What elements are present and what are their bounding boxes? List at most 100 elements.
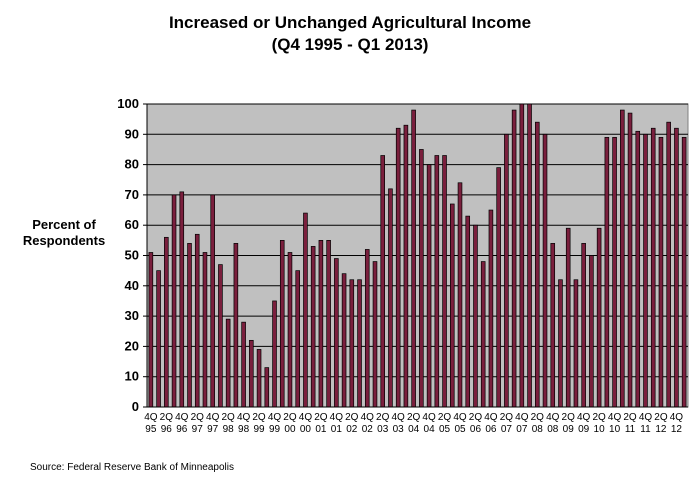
x-tick-label-year: 96	[176, 424, 188, 435]
x-tick-label-quarter: 2Q	[562, 412, 576, 423]
x-tick-label-quarter: 2Q	[469, 412, 483, 423]
bar	[643, 133, 648, 408]
bar	[403, 124, 409, 408]
x-tick-label-year: 99	[269, 424, 281, 435]
chart-title: Increased or Unchanged Agricultural Inco…	[168, 13, 532, 32]
x-tick-label-quarter: 2Q	[191, 412, 205, 423]
x-tick-label-quarter: 2Q	[252, 412, 266, 423]
x-tick-label-year: 00	[300, 424, 312, 435]
bar	[419, 149, 424, 408]
x-tick-label-year: 08	[532, 424, 544, 435]
x-tick-label-quarter: 2Q	[376, 412, 390, 423]
y-tick-label: 30	[125, 308, 139, 323]
x-tick-label-quarter: 4Q	[484, 412, 498, 423]
x-tick-label-year: 98	[238, 424, 250, 435]
x-tick-label-year: 06	[470, 424, 482, 435]
bar	[558, 279, 563, 408]
bar	[674, 127, 679, 408]
bar	[310, 246, 316, 408]
bar	[249, 339, 254, 408]
bar	[542, 133, 548, 408]
y-tick-label: 0	[132, 399, 139, 414]
bar	[318, 240, 324, 408]
x-tick-label-year: 00	[284, 424, 296, 435]
x-tick-label-quarter: 4Q	[453, 412, 467, 423]
bar	[527, 103, 532, 408]
x-tick-label-quarter: 2Q	[623, 412, 637, 423]
bar	[303, 212, 308, 408]
bar	[187, 243, 192, 408]
source-note: Source: Federal Reserve Bank of Minneapo…	[30, 462, 234, 473]
x-tick-label-quarter: 4Q	[670, 412, 684, 423]
bar	[357, 279, 362, 408]
x-tick-label-year: 07	[501, 424, 513, 435]
bar	[519, 103, 525, 408]
x-tick-label-quarter: 2Q	[283, 412, 297, 423]
bar	[256, 349, 262, 408]
x-tick-label-year: 03	[377, 424, 389, 435]
x-tick-label-quarter: 4Q	[608, 412, 622, 423]
bar	[650, 127, 656, 408]
bar	[473, 224, 478, 408]
x-tick-label-quarter: 2Q	[592, 412, 606, 423]
y-tick-label: 90	[125, 126, 139, 141]
bar	[434, 155, 440, 408]
x-tick-label-year: 04	[408, 424, 420, 435]
bar	[620, 109, 625, 408]
bar	[604, 136, 610, 408]
x-tick-label-year: 97	[207, 424, 219, 435]
y-tick-label: 80	[125, 157, 139, 172]
bar	[480, 261, 486, 408]
x-tick-label-quarter: 4Q	[361, 412, 375, 423]
x-tick-label-quarter: 4Q	[422, 412, 436, 423]
x-tick-label-year: 96	[161, 424, 173, 435]
x-tick-label-quarter: 4Q	[268, 412, 282, 423]
x-tick-label-year: 05	[454, 424, 466, 435]
y-axis-label-line-1: Percent of	[32, 217, 96, 232]
bar	[194, 233, 200, 408]
bar	[573, 279, 579, 408]
x-tick-label-year: 11	[625, 424, 636, 435]
x-tick-label-quarter: 4Q	[206, 412, 220, 423]
x-tick-label-year: 10	[609, 424, 621, 435]
x-tick-label-year: 05	[439, 424, 451, 435]
x-tick-label-year: 12	[655, 424, 667, 435]
x-tick-label-year: 12	[671, 424, 683, 435]
x-tick-label-year: 09	[578, 424, 590, 435]
x-tick-label-quarter: 2Q	[160, 412, 174, 423]
bar	[233, 243, 239, 408]
x-tick-label-year: 98	[223, 424, 235, 435]
bar	[202, 252, 208, 408]
x-tick-label-year: 11	[640, 424, 651, 435]
x-tick-label-year: 01	[315, 424, 327, 435]
x-tick-label-year: 10	[594, 424, 606, 435]
bar	[156, 270, 161, 408]
bar	[426, 164, 432, 408]
x-tick-label-year: 09	[563, 424, 575, 435]
bar	[272, 300, 277, 408]
x-tick-label-quarter: 2Q	[314, 412, 328, 423]
bar	[171, 194, 177, 408]
bar	[341, 273, 347, 408]
bar	[442, 155, 447, 408]
bar	[334, 258, 339, 408]
bar	[411, 109, 416, 408]
x-tick-label-year: 99	[253, 424, 265, 435]
x-tick-label-year: 02	[346, 424, 358, 435]
x-tick-label-quarter: 4Q	[144, 412, 158, 423]
bar	[148, 252, 154, 408]
bar	[179, 191, 185, 408]
y-tick-label: 60	[125, 217, 139, 232]
y-tick-label: 20	[125, 338, 139, 353]
bar	[581, 243, 586, 408]
x-tick-label-year: 08	[547, 424, 559, 435]
x-tick-label-year: 95	[145, 424, 157, 435]
bar	[496, 167, 501, 408]
x-tick-label-quarter: 2Q	[407, 412, 421, 423]
bar	[488, 209, 494, 408]
x-tick-label-year: 07	[516, 424, 528, 435]
bar	[450, 203, 455, 408]
x-tick-label-quarter: 4Q	[330, 412, 344, 423]
x-tick-label-quarter: 4Q	[639, 412, 653, 423]
